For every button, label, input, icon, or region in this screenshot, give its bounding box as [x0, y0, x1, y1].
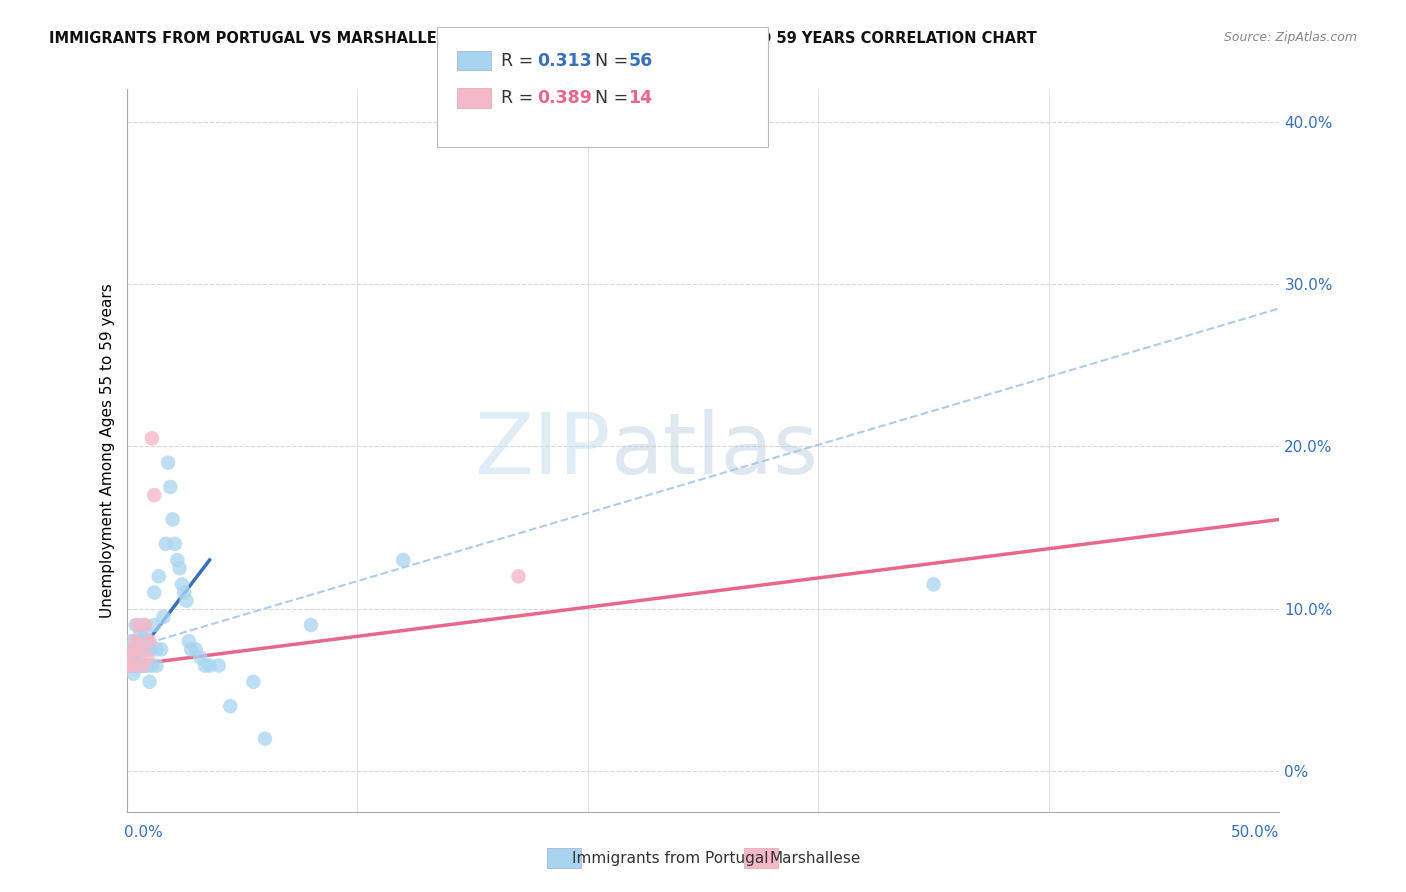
Point	[134, 618, 156, 632]
Point	[176, 593, 198, 607]
Point	[141, 431, 163, 445]
Point	[157, 456, 180, 470]
Point	[170, 577, 193, 591]
Point	[136, 634, 159, 648]
Point	[129, 626, 152, 640]
Text: atlas: atlas	[610, 409, 818, 492]
Point	[159, 480, 181, 494]
Y-axis label: Unemployment Among Ages 55 to 59 years: Unemployment Among Ages 55 to 59 years	[100, 283, 115, 618]
Point	[163, 537, 186, 551]
Point	[177, 634, 200, 648]
Text: Immigrants from Portugal: Immigrants from Portugal	[572, 851, 769, 865]
Point	[120, 634, 142, 648]
Point	[136, 650, 159, 665]
Point	[125, 634, 148, 648]
Point	[143, 618, 166, 632]
Point	[162, 512, 184, 526]
Point	[125, 642, 148, 657]
Point	[253, 731, 276, 746]
Point	[118, 642, 141, 657]
Text: R =: R =	[501, 89, 538, 107]
Point	[120, 650, 142, 665]
Text: IMMIGRANTS FROM PORTUGAL VS MARSHALLESE UNEMPLOYMENT AMONG AGES 55 TO 59 YEARS C: IMMIGRANTS FROM PORTUGAL VS MARSHALLESE …	[49, 31, 1038, 46]
Text: 14: 14	[628, 89, 652, 107]
Point	[198, 658, 221, 673]
Point	[120, 658, 142, 673]
Text: N =: N =	[595, 52, 634, 70]
Point	[138, 634, 160, 648]
Point	[122, 658, 145, 673]
Point	[173, 585, 195, 599]
Point	[152, 610, 174, 624]
Point	[125, 658, 148, 673]
Point	[138, 674, 160, 689]
Point	[184, 642, 207, 657]
Point	[150, 642, 173, 657]
Point	[131, 658, 153, 673]
Point	[166, 553, 188, 567]
Point	[138, 642, 160, 657]
Point	[145, 642, 167, 657]
Point	[134, 626, 156, 640]
Point	[122, 650, 145, 665]
Point	[242, 674, 264, 689]
Text: 0.0%: 0.0%	[124, 825, 163, 839]
Text: 0.389: 0.389	[537, 89, 592, 107]
Point	[141, 658, 163, 673]
Point	[129, 658, 152, 673]
Point	[127, 650, 149, 665]
Point	[219, 699, 242, 714]
Point	[148, 569, 170, 583]
Point	[392, 553, 415, 567]
Text: 50.0%: 50.0%	[1232, 825, 1279, 839]
Text: R =: R =	[501, 52, 538, 70]
Text: 56: 56	[628, 52, 652, 70]
Point	[134, 658, 156, 673]
Point	[143, 488, 166, 502]
Point	[131, 618, 153, 632]
Text: Source: ZipAtlas.com: Source: ZipAtlas.com	[1223, 31, 1357, 45]
Point	[194, 658, 217, 673]
Text: 0.313: 0.313	[537, 52, 592, 70]
Point	[131, 658, 153, 673]
Point	[208, 658, 231, 673]
Point	[145, 658, 167, 673]
Point	[169, 561, 191, 575]
Point	[131, 634, 153, 648]
Point	[188, 650, 211, 665]
Text: Marshallese: Marshallese	[769, 851, 860, 865]
Point	[129, 642, 152, 657]
Point	[127, 658, 149, 673]
Point	[299, 618, 322, 632]
Point	[127, 634, 149, 648]
Point	[122, 658, 145, 673]
Text: ZIP: ZIP	[474, 409, 610, 492]
Point	[136, 658, 159, 673]
Point	[134, 642, 156, 657]
Point	[122, 666, 145, 681]
Point	[129, 642, 152, 657]
Point	[118, 658, 141, 673]
Point	[508, 569, 530, 583]
Point	[155, 537, 177, 551]
Point	[180, 642, 202, 657]
Point	[143, 585, 166, 599]
Point	[125, 618, 148, 632]
Point	[127, 618, 149, 632]
Text: N =: N =	[595, 89, 634, 107]
Point	[122, 642, 145, 657]
Point	[922, 577, 945, 591]
